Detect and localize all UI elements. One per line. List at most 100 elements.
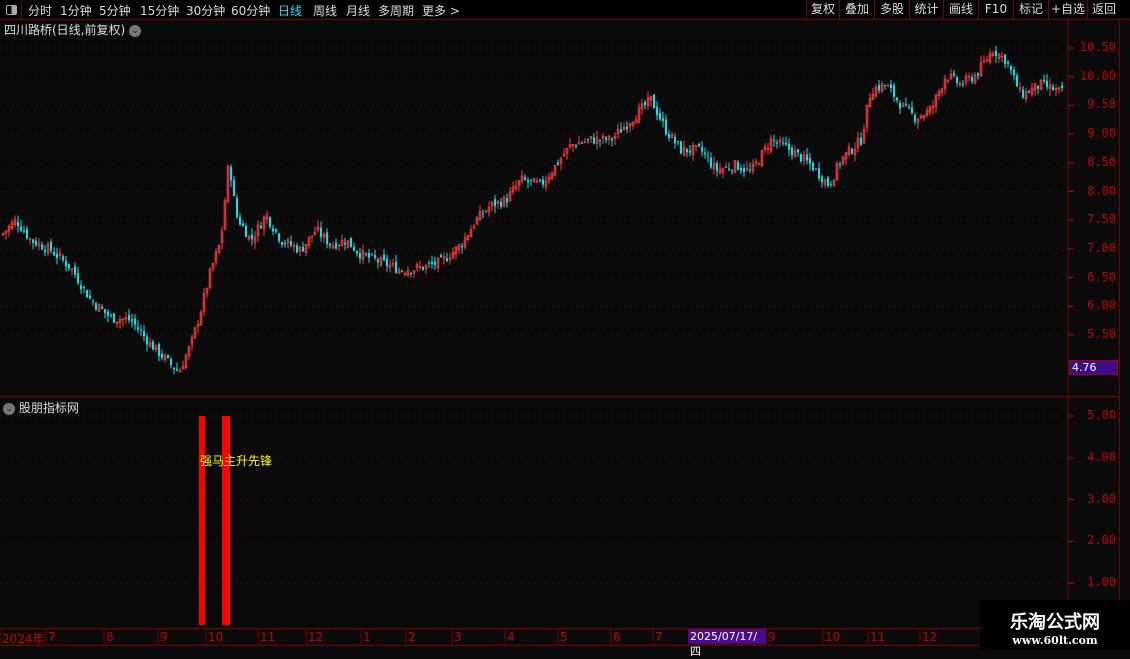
candle [914, 115, 916, 122]
candle [226, 165, 230, 202]
candle [23, 230, 25, 232]
candle [940, 88, 944, 93]
candle [557, 162, 559, 165]
candle [644, 101, 646, 106]
candle [766, 148, 770, 150]
candle [415, 264, 419, 269]
candle [553, 164, 557, 176]
candle [484, 210, 488, 213]
candle [428, 262, 430, 264]
period-tab-9[interactable]: 多周期 [378, 4, 415, 18]
indicator-title[interactable]: ⌄ 股朋指标网 [3, 399, 79, 416]
candle [946, 79, 950, 82]
panel-toggle-button[interactable] [0, 0, 22, 20]
candle [1013, 69, 1015, 76]
action-button-6[interactable]: 标记 [1013, 0, 1048, 20]
candle [511, 186, 515, 193]
period-tab-6[interactable]: 日线 [278, 4, 303, 18]
chevron-down-icon[interactable]: ⌄ [129, 24, 142, 37]
time-tick: 5 [560, 630, 568, 644]
chart-title[interactable]: 四川路桥(日线,前复权) ⌄ [4, 21, 142, 38]
candle [925, 110, 929, 116]
candle [680, 141, 682, 154]
candle [565, 147, 569, 154]
candle [422, 266, 424, 270]
candle [448, 257, 452, 260]
action-button-8[interactable]: 返回 [1087, 0, 1120, 20]
action-button-7[interactable]: +自选 [1048, 0, 1087, 20]
period-tab-5[interactable]: 60分钟 [231, 4, 271, 18]
period-tab-7[interactable]: 周线 [313, 4, 338, 18]
candle [1039, 79, 1043, 91]
action-button-3[interactable]: 统计 [909, 0, 943, 20]
candle [704, 152, 706, 155]
candle [737, 162, 739, 170]
candle [707, 156, 709, 158]
candle [163, 355, 167, 360]
period-tab-4[interactable]: 30分钟 [186, 4, 226, 18]
candle [809, 158, 811, 164]
period-tab-0[interactable]: 分时 [28, 4, 53, 18]
price-axis-label: 8.00 [1087, 183, 1116, 198]
candle [814, 168, 818, 170]
candle [605, 137, 607, 141]
action-button-2[interactable]: 多股 [874, 0, 909, 20]
candle [245, 226, 247, 238]
candle [383, 254, 385, 260]
action-button-1[interactable]: 叠加 [839, 0, 874, 20]
candle [356, 250, 358, 254]
candle [181, 366, 185, 370]
signal-bar [222, 416, 230, 625]
candle [716, 163, 718, 171]
candle [391, 263, 395, 265]
action-button-5[interactable]: F10 [978, 0, 1013, 20]
candle [107, 311, 109, 316]
candle [128, 315, 130, 321]
time-tick: 9 [768, 630, 776, 644]
candle [1, 232, 5, 236]
candle [937, 91, 941, 97]
candle [482, 213, 484, 215]
candle [134, 318, 136, 325]
side-panel-edge[interactable] [1119, 20, 1130, 630]
period-tab-1[interactable]: 1分钟 [60, 4, 92, 18]
indicator-axis-label: 2.00 [1087, 533, 1116, 548]
candle [1052, 86, 1054, 91]
candle [272, 228, 274, 232]
candle [50, 241, 52, 251]
sidebar-icon [6, 5, 17, 15]
time-tick: 12 [308, 630, 324, 644]
candle [146, 336, 148, 345]
time-tick: 7 [655, 630, 663, 644]
candle [949, 73, 953, 80]
candle [785, 142, 787, 145]
candle [640, 103, 644, 109]
period-tab-3[interactable]: 15分钟 [140, 4, 180, 18]
candle [754, 161, 758, 164]
price-axis-label: 8.50 [1087, 154, 1116, 169]
candle [649, 95, 653, 101]
price-axis-label: 9.00 [1087, 126, 1116, 141]
candle [862, 128, 866, 144]
chevron-down-icon[interactable]: ⌄ [3, 402, 15, 415]
candle [436, 257, 440, 269]
candle [278, 233, 280, 242]
candle [653, 94, 655, 109]
candle [853, 148, 857, 156]
period-tab-2[interactable]: 5分钟 [99, 4, 131, 18]
candle [92, 301, 94, 303]
candle [32, 239, 34, 243]
period-tab-8[interactable]: 月线 [346, 4, 371, 18]
candle [1043, 79, 1045, 82]
time-tick: 9 [160, 630, 168, 644]
period-tab-10[interactable]: 更多 > [422, 4, 460, 18]
candle [1028, 91, 1030, 93]
candle [520, 175, 524, 182]
candle [662, 118, 664, 121]
candle [220, 231, 224, 243]
price-axis-label: 6.50 [1087, 269, 1116, 284]
action-button-4[interactable]: 画线 [943, 0, 978, 20]
candle [77, 273, 79, 284]
action-button-0[interactable]: 复权 [806, 0, 839, 20]
